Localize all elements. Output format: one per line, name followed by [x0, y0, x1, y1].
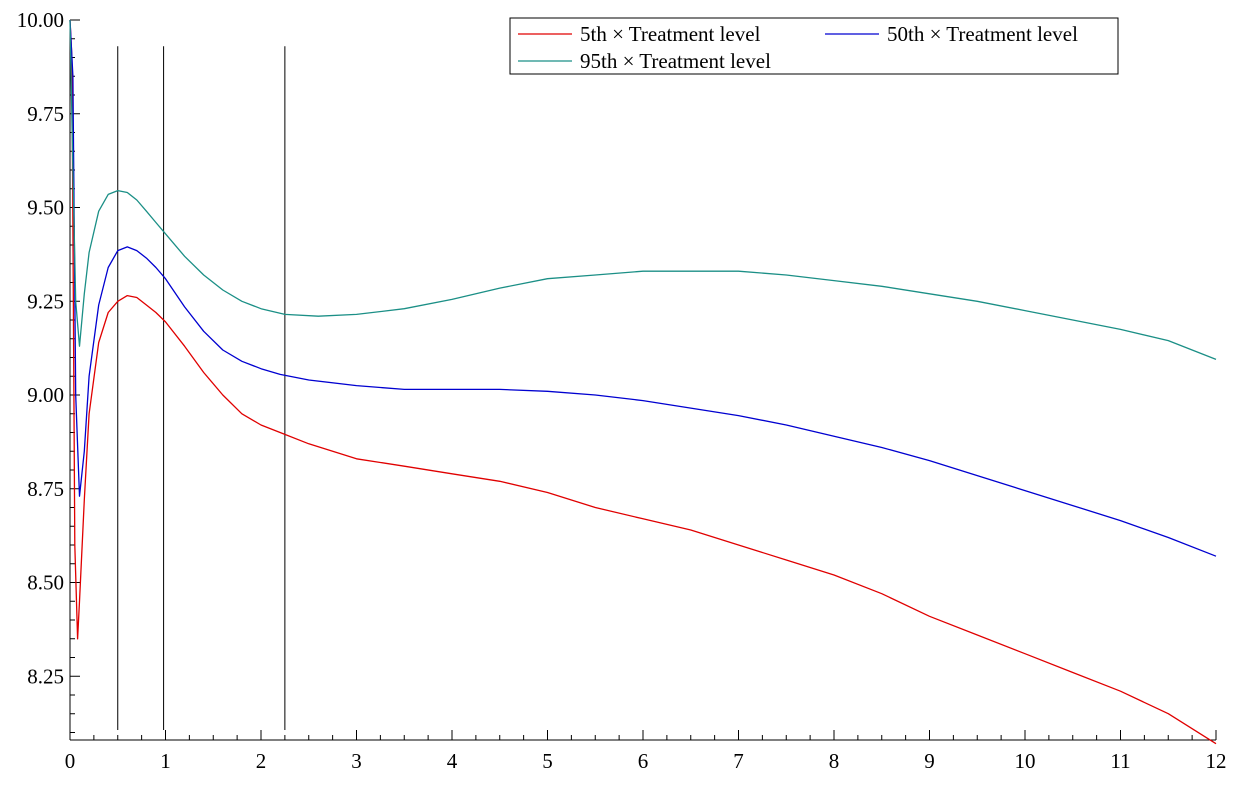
y-tick-label: 8.75 — [27, 477, 64, 501]
series-line-3 — [69, 19, 1217, 361]
x-tick-label: 12 — [1206, 749, 1227, 773]
x-tick-label: 2 — [256, 749, 267, 773]
series-layer — [69, 19, 1217, 745]
series-line-1 — [69, 19, 1217, 745]
y-tick-label: 9.50 — [27, 196, 64, 220]
y-tick-label: 9.00 — [27, 383, 64, 407]
y-tick-label: 8.50 — [27, 571, 64, 595]
x-tick-label: 7 — [733, 749, 744, 773]
x-tick-label: 11 — [1110, 749, 1130, 773]
x-tick-label: 1 — [160, 749, 171, 773]
x-tick-label: 9 — [924, 749, 935, 773]
legend-label-1: 5th × Treatment level — [580, 22, 761, 46]
x-tick-label: 8 — [829, 749, 840, 773]
y-tick-label: 10.00 — [17, 8, 64, 32]
legend-label-2: 50th × Treatment level — [887, 22, 1078, 46]
x-tick-label: 10 — [1015, 749, 1036, 773]
x-tick-label: 6 — [638, 749, 649, 773]
x-tick-label: 4 — [447, 749, 458, 773]
legend-box — [509, 17, 1119, 75]
axes: 0 1 2 3 4 5 6 7 8 9 10 11 128.258.508.759.009.259.50… — [17, 8, 1227, 773]
legend: 5th × Treatment level 50th × Treatment le… — [509, 17, 1119, 75]
x-tick-label: 5 — [542, 749, 553, 773]
legend-label-3: 95th × Treatment level — [580, 49, 771, 73]
x-tick-label: 3 — [351, 749, 362, 773]
y-tick-label: 9.75 — [27, 102, 64, 126]
series-line-2 — [69, 19, 1217, 557]
y-tick-label: 8.25 — [27, 664, 64, 688]
vertical-reference-lines — [117, 46, 286, 730]
x-tick-label: 0 — [65, 749, 76, 773]
y-tick-label: 9.25 — [27, 289, 64, 313]
